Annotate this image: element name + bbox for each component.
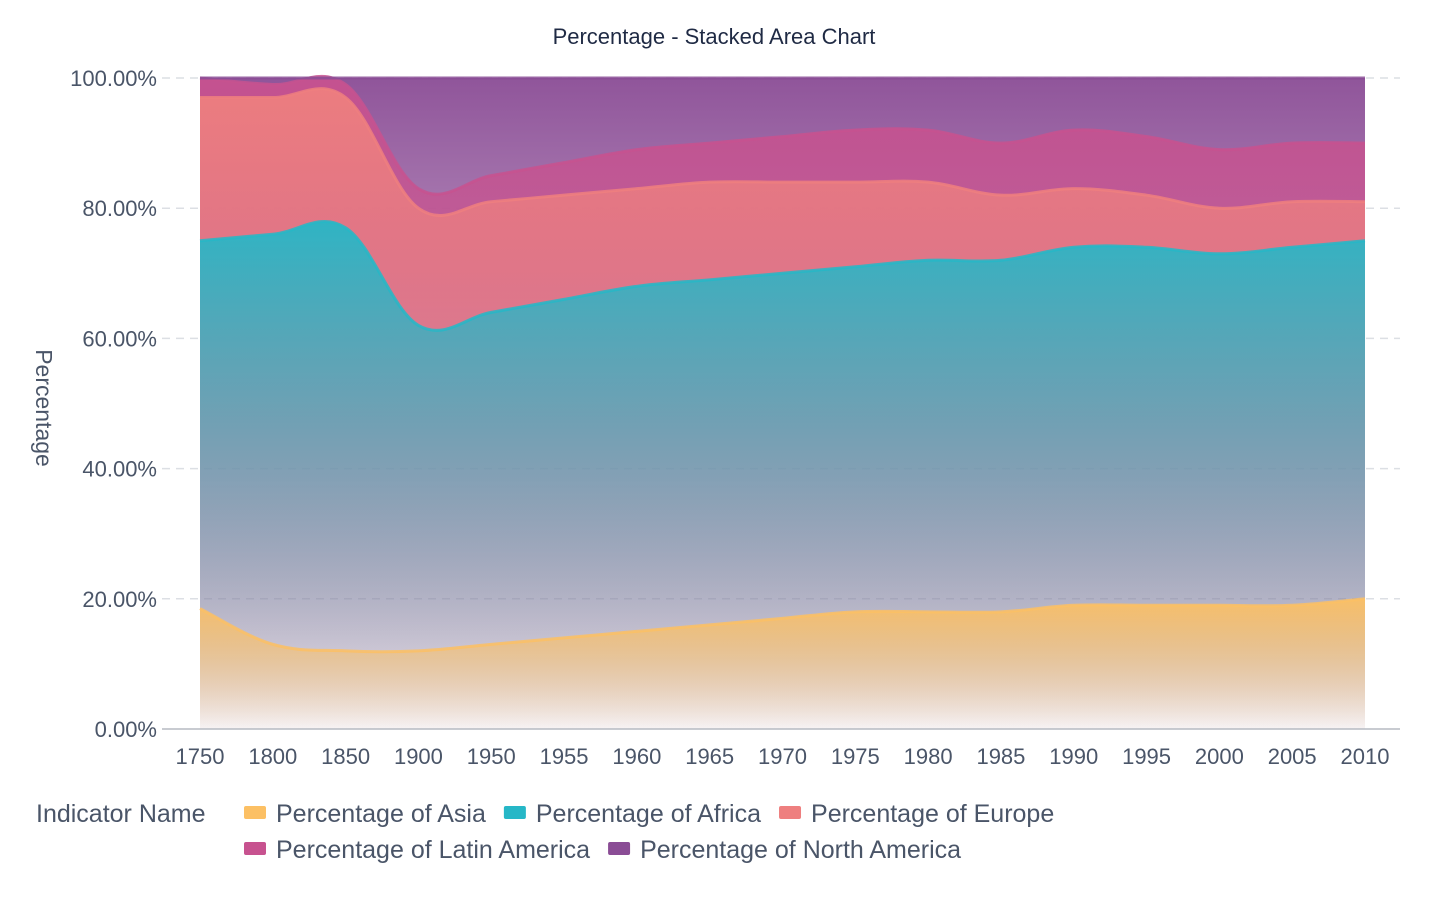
legend-swatch	[779, 806, 802, 819]
y-tick-label: 100.00%	[70, 66, 157, 91]
x-tick-label: 2010	[1341, 744, 1390, 769]
chart-title: Percentage - Stacked Area Chart	[553, 24, 876, 49]
x-tick-label: 1850	[321, 744, 370, 769]
series-line-group	[199, 74, 1366, 654]
legend-label: Percentage of North America	[640, 836, 961, 864]
line-percentage-of-asia	[199, 597, 1366, 654]
x-tick-label: 1800	[248, 744, 297, 769]
x-tick-label: 2005	[1268, 744, 1317, 769]
y-tick-label: 20.00%	[82, 587, 157, 612]
legend-item[interactable]: Percentage of Asia	[244, 800, 486, 828]
legend-item[interactable]: Percentage of Africa	[503, 800, 761, 828]
x-tick-label: 2000	[1195, 744, 1244, 769]
x-tick-label: 1900	[394, 744, 443, 769]
line-percentage-of-africa	[199, 219, 1366, 332]
area-series-group	[200, 76, 1365, 730]
y-tick-label: 0.00%	[95, 717, 157, 742]
x-tick-label: 1980	[904, 744, 953, 769]
legend-item[interactable]: Percentage of Europe	[779, 800, 1054, 828]
x-tick-label: 1990	[1049, 744, 1098, 769]
legend-item[interactable]: Percentage of North America	[608, 836, 961, 864]
legend-swatch	[608, 842, 631, 855]
y-tick-label: 60.00%	[82, 326, 157, 351]
legend-label: Percentage of Africa	[536, 800, 761, 828]
x-axis: 1750 1800 1850 1900 1950 1955 1960 1965 1970 1975…	[176, 744, 1390, 769]
legend-swatch	[244, 842, 266, 855]
legend-label: Percentage of Asia	[276, 800, 486, 828]
x-tick-label: 1950	[467, 744, 516, 769]
legend-title: Indicator Name	[36, 800, 206, 828]
x-tick-label: 1975	[831, 744, 880, 769]
y-axis: 0.00% 20.00% 40.00% 60.00% 80.00% 100.00%	[70, 66, 157, 742]
line-percentage-of-latin-america	[199, 74, 1366, 196]
x-tick-label: 1955	[540, 744, 589, 769]
y-axis-label: Percentage	[31, 349, 57, 467]
y-tick-label: 80.00%	[82, 196, 157, 221]
area-percentage-of-asia	[200, 598, 1365, 729]
legend-label: Percentage of Europe	[811, 800, 1054, 828]
legend-label: Percentage of Latin America	[276, 836, 590, 864]
x-tick-label: 1985	[976, 744, 1025, 769]
x-tick-label: 1970	[758, 744, 807, 769]
x-tick-label: 1960	[612, 744, 661, 769]
y-tick-label: 40.00%	[82, 457, 157, 482]
legend-swatch	[503, 806, 526, 819]
line-percentage-of-europe	[199, 87, 1366, 218]
x-tick-label: 1995	[1122, 744, 1171, 769]
x-tick-label: 1965	[685, 744, 734, 769]
area-percentage-of-africa	[200, 221, 1365, 729]
legend-swatch	[244, 806, 266, 819]
legend: Percentage of Asia Percentage of Africa Pe…	[244, 800, 1054, 864]
legend-item[interactable]: Percentage of Latin America	[244, 836, 590, 864]
x-tick-label: 1750	[176, 744, 225, 769]
